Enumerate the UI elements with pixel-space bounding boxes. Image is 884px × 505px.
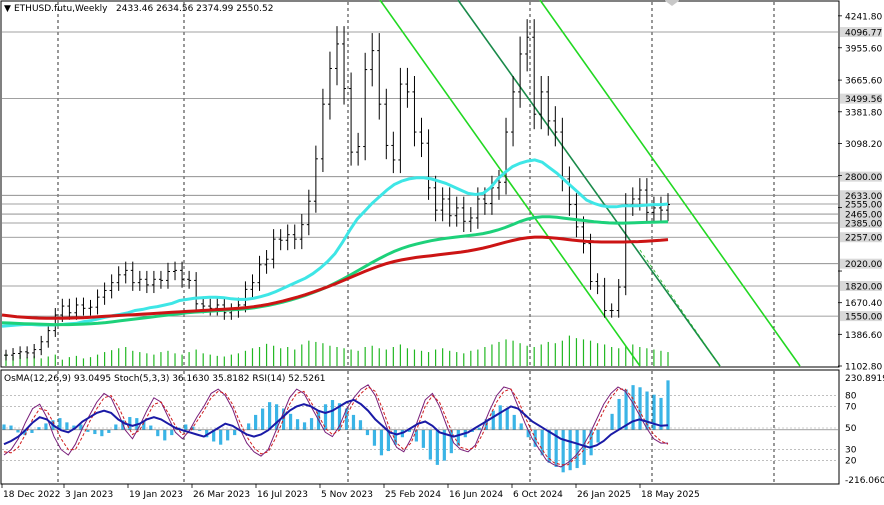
level-label-bg: [840, 93, 882, 104]
price-tick-label: 3665.60: [845, 77, 882, 87]
indicator-header: OsMA(12,26,9) 93.0495 Stoch(5,3,3) 36.16…: [4, 374, 326, 384]
rsi-line: [3, 398, 669, 449]
ohlc-values: 2433.46 2634.56 2374.99 2550.52: [116, 4, 273, 14]
level-label-bg: [840, 311, 882, 322]
level-label-bg: [840, 190, 882, 201]
level-label-bg: [840, 217, 882, 228]
stoch-d-line: [3, 386, 669, 466]
indicator-pane-frame: [0, 369, 840, 485]
time-label: 6 Oct 2024: [513, 490, 563, 500]
level-label-bg: [840, 280, 882, 291]
stoch-k-line: [3, 384, 668, 468]
time-label: 3 Jan 2023: [65, 490, 113, 500]
level-label: 2385.00: [845, 219, 882, 229]
indicator-tick-label: 70: [845, 402, 857, 412]
level-label-bg: [840, 27, 882, 38]
indicator-tick-label: -216.0603: [845, 476, 884, 486]
time-label: 5 Nov 2023: [321, 490, 373, 500]
ma-red-line: [1, 235, 669, 320]
price-tick-label: 1102.80: [845, 363, 882, 373]
price-tick-label: 4241.80: [845, 12, 882, 22]
indicator-tick-label: 30: [845, 446, 857, 456]
level-label-bg: [840, 199, 882, 210]
trend-channel-line: [457, 0, 721, 367]
trend-channel-line: [539, 0, 801, 367]
indicator-tick-label: 50: [845, 424, 857, 434]
level-label: 2257.00: [845, 234, 882, 244]
time-label: 26 Jan 2025: [577, 490, 631, 500]
time-label: 18 Dec 2022: [3, 490, 61, 500]
level-label: 3499.56: [845, 95, 882, 105]
level-label: 2800.00: [845, 173, 882, 183]
level-label: 1550.00: [845, 313, 882, 323]
level-label-bg: [840, 232, 882, 243]
indicator-tick-label: 80: [845, 392, 857, 402]
level-label-bg: [840, 209, 882, 220]
level-label: 1820.00: [845, 282, 882, 292]
level-label: 2020.00: [845, 260, 882, 270]
level-label: 2465.00: [845, 211, 882, 221]
scroll-handle-icon[interactable]: [664, 0, 680, 6]
time-label: 18 May 2025: [641, 490, 700, 500]
price-tick-label: 3955.60: [845, 44, 882, 54]
level-label-bg: [840, 258, 882, 269]
time-label: 16 Jul 2023: [257, 490, 308, 500]
time-label: 25 Feb 2024: [385, 490, 441, 500]
collapse-arrow-icon[interactable]: ▼: [4, 4, 11, 14]
level-label: 2555.00: [845, 201, 882, 211]
main-pane-frame: [0, 0, 840, 368]
symbol-label: ETHUSD.futu,Weekly: [14, 4, 108, 14]
trend-channel-line: [379, 0, 641, 367]
price-tick-label: 3381.80: [845, 108, 882, 118]
price-tick-label: 3098.20: [845, 140, 882, 150]
level-label: 4096.77: [845, 29, 882, 39]
time-label: 19 Jan 2023: [129, 490, 183, 500]
level-label: 2633.00: [845, 192, 882, 202]
price-tick-label: 1670.40: [845, 299, 882, 309]
time-label: 16 Jun 2024: [449, 490, 503, 500]
level-label-bg: [840, 171, 882, 182]
price-tick-label: 1386.60: [845, 331, 882, 341]
indicator-tick-label: 20: [845, 456, 857, 466]
indicator-tick-label: 230.8919: [845, 374, 884, 384]
time-label: 26 Mar 2023: [193, 490, 250, 500]
